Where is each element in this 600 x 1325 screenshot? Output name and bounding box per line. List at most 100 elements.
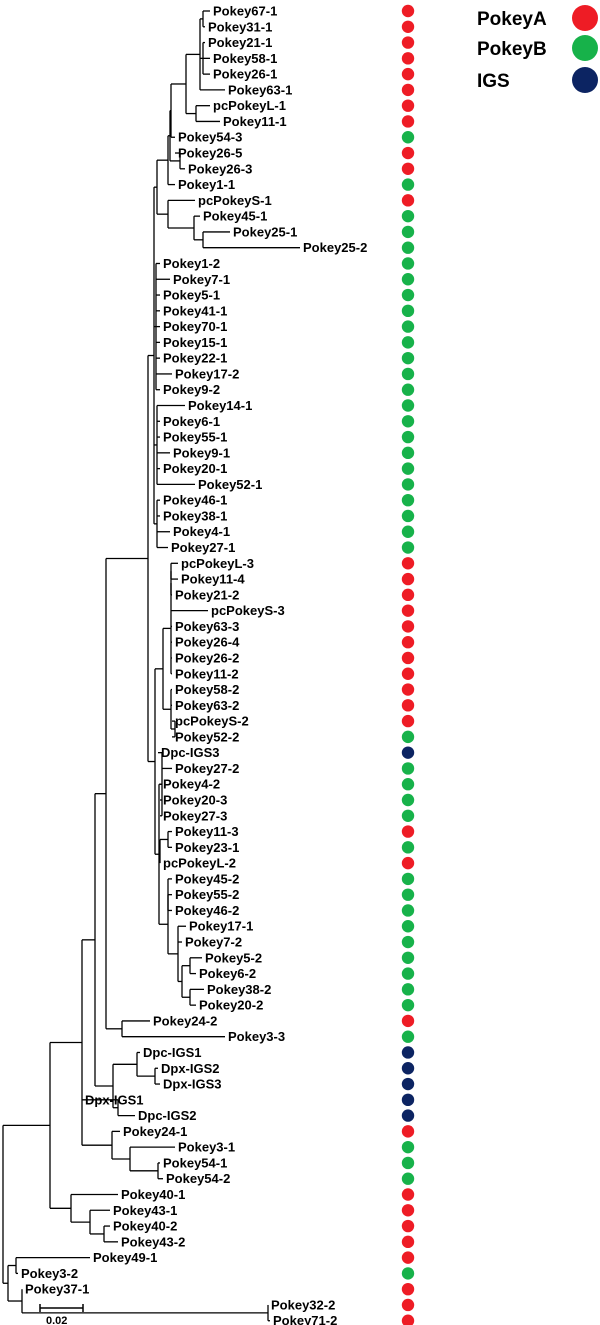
group-marker-B [401,967,415,980]
leaf-label: Pokey46-2 [175,903,239,918]
leaf-label: Pokey26-3 [188,161,252,176]
leaf-label: Pokey20-1 [163,461,227,476]
leaf-label: Pokey63-3 [175,619,239,634]
leaf-label: Pokey7-2 [185,935,242,950]
leaf-label: Pokey17-2 [175,366,239,381]
tree-branches [2,10,300,1322]
leaf-label: Pokey55-1 [163,430,227,445]
leaf-label: Dpc-IGS1 [143,1045,202,1060]
group-marker-A [401,1235,415,1249]
scale-bar-label: 0.02 [46,1315,67,1325]
leaf-label: Pokey20-3 [163,793,227,808]
legend-marker [572,5,598,31]
leaf-label: Pokey31-1 [208,19,272,34]
leaf-label: Pokey11-1 [223,114,287,129]
leaf-label: Pokey43-2 [121,1234,185,1249]
leaf-label: Pokey40-1 [121,1187,185,1202]
leaf-label: Pokey55-2 [175,887,239,902]
group-marker-A [401,714,415,728]
group-marker-B [401,983,415,996]
group-marker-B [401,793,415,807]
leaf-label: Pokey43-1 [113,1203,177,1218]
leaf-label: Pokey21-1 [208,35,272,50]
leaf-label: Pokey9-2 [163,382,220,397]
leaf-label: Pokey24-1 [123,1124,187,1139]
group-marker-A [401,146,415,160]
group-marker-A [401,36,415,49]
group-marker-B [401,935,415,949]
group-marker-A [401,83,415,97]
leaf-label: Pokey25-1 [233,224,297,239]
leaf-label: Pokey11-3 [175,824,239,839]
leaf-label: Pokey54-3 [178,130,242,145]
leaf-label: Pokey3-3 [228,1029,285,1044]
leaf-label: Pokey49-1 [93,1250,157,1265]
leaf-label: Dpc-IGS3 [161,745,220,760]
leaf-label: Pokey26-1 [213,67,277,82]
leaf-label: Pokey3-1 [178,1140,235,1155]
group-marker-A [401,1125,415,1138]
group-marker-A [401,825,415,838]
group-marker-B [401,841,415,854]
group-marker-A [401,99,415,112]
group-marker-B [401,1030,415,1043]
leaf-label: Dpc-IGS2 [138,1108,197,1123]
group-marker-A [401,1298,415,1312]
leaf-label: Pokey27-3 [163,808,227,823]
leaf-label: Dpx-IGS1 [85,1092,144,1107]
leaf-label: Pokey52-2 [175,729,239,744]
group-marker-B [401,730,415,744]
group-marker-B [401,320,415,333]
group-marker-A [401,699,415,712]
group-marker-A [401,1219,415,1233]
group-marker-I [401,746,415,759]
group-marker-B [401,1172,415,1185]
group-marker-A [401,162,415,175]
group-marker-A [401,1014,415,1028]
leaf-label: Pokey54-2 [166,1171,230,1186]
group-marker-A [401,20,415,33]
group-marker-A [401,588,415,602]
group-marker-A [401,667,415,680]
leaf-label: Pokey1-2 [163,256,220,271]
leaf-label: Pokey67-1 [213,4,277,19]
group-marker-B [401,1140,415,1154]
group-marker-I [401,1046,415,1059]
leaf-label: Pokey40-2 [113,1219,177,1234]
group-marker-A [401,572,415,586]
group-marker-A [401,52,415,65]
group-marker-B [401,541,415,554]
leaf-label: pcPokeyS-3 [211,603,285,618]
group-marker-B [401,920,415,933]
group-marker-A [401,67,415,81]
leaf-label: Pokey3-2 [21,1266,78,1281]
leaf-label: Pokey63-2 [175,698,239,713]
group-marker-A [401,557,415,570]
leaf-label: Pokey22-1 [163,351,227,366]
leaf-label: Pokey7-1 [173,272,230,287]
group-marker-B [401,872,415,886]
group-marker-B [401,178,415,191]
leaf-label: Pokey24-2 [153,1013,217,1028]
leaf-label: Pokey1-1 [178,177,235,192]
leaf-label: Pokey26-4 [175,635,240,650]
leaf-label: Pokey6-2 [199,966,256,981]
leaf-label: Pokey14-1 [188,398,252,413]
group-marker-I [401,1093,415,1107]
group-marker-B [401,888,415,901]
group-marker-A [401,1251,415,1264]
group-marker-B [401,351,415,365]
group-marker-B [401,998,415,1012]
group-marker-B [401,762,415,775]
group-marker-A [401,4,415,18]
group-marker-B [401,288,415,302]
group-marker-A [401,683,415,696]
leaf-label: Pokey71-2 [273,1313,337,1325]
group-marker-B [401,493,415,507]
leaf-label: Dpx-IGS3 [163,1077,222,1092]
leaf-label: pcPokeyS-2 [175,714,249,729]
leaf-label: Pokey38-1 [163,508,227,523]
group-marker-A [401,856,415,870]
leaf-label: Pokey21-2 [175,587,239,602]
